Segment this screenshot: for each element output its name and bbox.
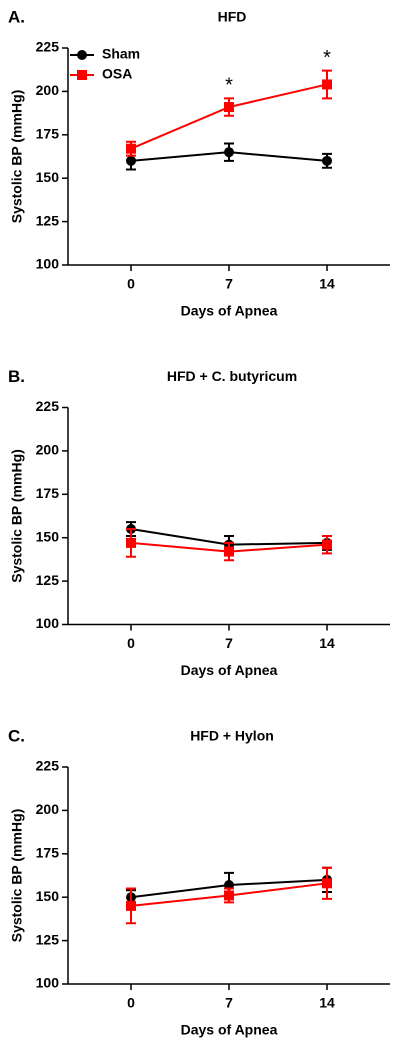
marker bbox=[126, 537, 136, 548]
x-axis-label: Days of Apnea bbox=[181, 303, 278, 319]
x-tick-label: 7 bbox=[225, 276, 233, 292]
y-tick-label: 175 bbox=[36, 845, 60, 861]
marker bbox=[224, 147, 234, 158]
y-tick-label: 100 bbox=[36, 975, 60, 991]
y-tick-label: 150 bbox=[36, 169, 60, 185]
x-tick-label: 7 bbox=[225, 635, 233, 651]
panel-label: A. bbox=[8, 7, 25, 26]
x-tick-label: 14 bbox=[319, 635, 335, 651]
y-tick-label: 150 bbox=[36, 528, 60, 544]
x-tick-label: 0 bbox=[127, 276, 135, 292]
y-tick-label: 100 bbox=[36, 256, 60, 272]
y-tick-label: 150 bbox=[36, 888, 60, 904]
y-tick-label: 100 bbox=[36, 615, 60, 631]
y-tick-label: 225 bbox=[36, 758, 60, 774]
y-tick-label: 175 bbox=[36, 485, 60, 501]
marker bbox=[322, 155, 332, 166]
y-tick-label: 200 bbox=[36, 442, 60, 458]
y-tick-label: 125 bbox=[36, 572, 60, 588]
x-tick-label: 0 bbox=[127, 995, 135, 1011]
marker bbox=[126, 155, 136, 166]
annotation: * bbox=[323, 47, 331, 69]
y-tick-label: 175 bbox=[36, 126, 60, 142]
panel: A. HFD Systolic BP (mmHg) Days of Apnea 100 1… bbox=[8, 7, 390, 319]
panel-label: C. bbox=[8, 726, 25, 745]
y-tick-label: 225 bbox=[36, 39, 60, 55]
y-tick-label: 125 bbox=[36, 931, 60, 947]
y-tick-label: 225 bbox=[36, 398, 60, 414]
y-tick-label: 200 bbox=[36, 82, 60, 98]
y-tick-label: 125 bbox=[36, 212, 60, 228]
marker bbox=[322, 878, 332, 889]
marker bbox=[224, 890, 234, 901]
y-axis-label: Systolic BP (mmHg) bbox=[9, 809, 25, 943]
x-axis-label: Days of Apnea bbox=[181, 1022, 278, 1038]
y-axis-label: Systolic BP (mmHg) bbox=[9, 449, 25, 583]
marker bbox=[322, 79, 332, 90]
marker bbox=[126, 143, 136, 154]
marker bbox=[224, 546, 234, 557]
x-tick-label: 0 bbox=[127, 635, 135, 651]
legend-label: OSA bbox=[102, 66, 132, 82]
y-tick-label: 200 bbox=[36, 801, 60, 817]
panel: B. HFD + C. butyricum Systolic BP (mmHg) Da… bbox=[8, 367, 390, 678]
marker bbox=[126, 900, 136, 911]
x-axis-label: Days of Apnea bbox=[181, 662, 278, 678]
legend-label: Sham bbox=[102, 46, 140, 62]
x-tick-label: 7 bbox=[225, 995, 233, 1011]
x-tick-label: 14 bbox=[319, 995, 335, 1011]
panel-label: B. bbox=[8, 367, 25, 386]
panel: C. HFD + Hylon Systolic BP (mmHg) Days of A… bbox=[8, 726, 390, 1038]
chart-title: HFD bbox=[218, 9, 247, 25]
y-axis-label: Systolic BP (mmHg) bbox=[9, 90, 25, 224]
legend-marker bbox=[77, 50, 87, 60]
chart-title: HFD + C. butyricum bbox=[167, 368, 297, 384]
legend-marker bbox=[77, 70, 87, 80]
chart-title: HFD + Hylon bbox=[190, 728, 274, 744]
x-tick-label: 14 bbox=[319, 276, 335, 292]
annotation: * bbox=[225, 75, 233, 97]
marker bbox=[224, 102, 234, 113]
marker bbox=[322, 539, 332, 550]
